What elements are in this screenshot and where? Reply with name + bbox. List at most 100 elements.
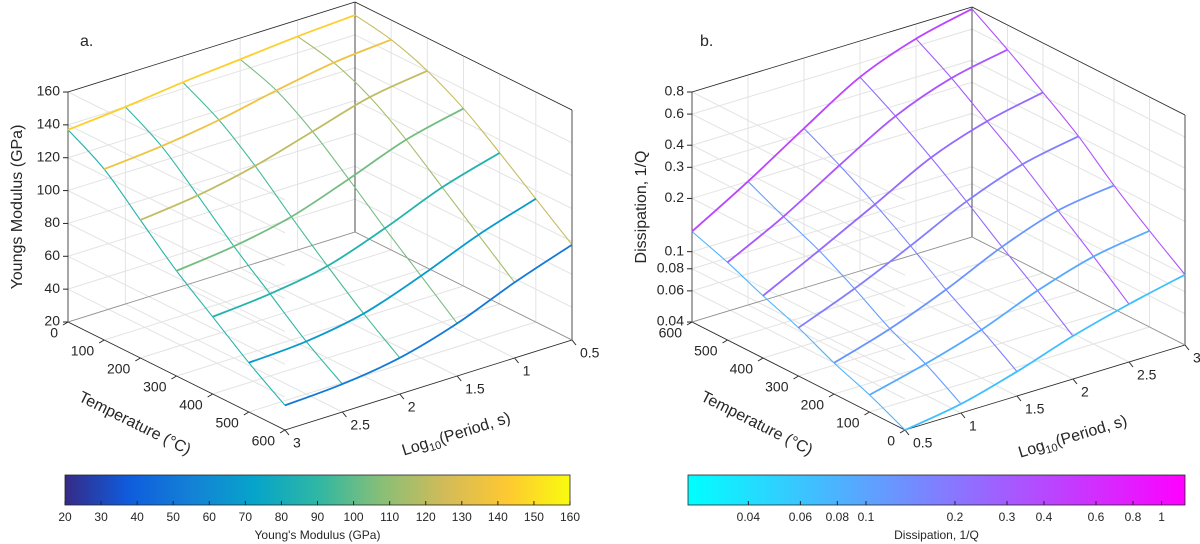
temperature-grid-line — [762, 43, 1044, 359]
period-tick-label: 1 — [969, 418, 977, 434]
temperature-curve — [726, 48, 1008, 264]
temperature-tick-label: 300 — [143, 379, 167, 395]
z-tick-label: 0.3 — [665, 158, 685, 174]
temperature-tick-label: 200 — [107, 361, 131, 377]
axis-edge — [67, 231, 356, 323]
z-grid-line — [690, 28, 1186, 223]
period-tick — [571, 339, 577, 346]
axis-edge — [691, 6, 973, 93]
period-axis-label-sub: 10 — [1044, 442, 1059, 457]
period-axis-label-text: Log — [400, 435, 431, 459]
period-tick-label: 3 — [1193, 350, 1200, 366]
z-tick-label: 0.6 — [665, 105, 685, 121]
period-axis-label-sub: 10 — [428, 439, 443, 454]
z-tick-label: 140 — [37, 116, 61, 132]
period-tick — [1016, 395, 1022, 402]
period-axis-label-rest: (Period, s) — [1054, 413, 1130, 451]
colorbar-tick-label: 0.04 — [737, 510, 761, 524]
temperature-grid-line — [798, 61, 1079, 377]
period-tick — [399, 393, 405, 400]
colorbar-tick-label: 80 — [275, 510, 289, 524]
temperature-tick — [243, 411, 250, 416]
period-tick-label: 2.5 — [350, 417, 370, 433]
temperature-curve — [176, 107, 464, 272]
period-tick-label: 1 — [523, 363, 531, 379]
colorbar-tick-label: 20 — [58, 510, 72, 524]
period-curve — [297, 35, 516, 283]
z-axis-label: Youngs Modulus (GPa) — [9, 125, 26, 290]
temperature-tick-label: 0 — [887, 433, 895, 449]
panel-label: a. — [80, 33, 93, 50]
z-tick-label: 0.04 — [657, 313, 684, 329]
colorbar-tick-label: 0.06 — [789, 510, 813, 524]
colorbar-tick-label: 0.8 — [1125, 510, 1142, 524]
temperature-tick — [828, 393, 835, 398]
temperature-tick — [793, 375, 799, 380]
period-tick — [1184, 344, 1190, 351]
colorbar-tick-label: 0.4 — [1036, 510, 1053, 524]
period-tick-label: 0.5 — [580, 345, 600, 361]
axis-edge — [354, 231, 573, 341]
period-tick-label: 0.5 — [913, 435, 933, 451]
colorbar-tick-label: 110 — [380, 510, 399, 524]
temperature-axis-label: Temperature (°C) — [76, 389, 194, 459]
colorbar-tick-label: 90 — [311, 510, 325, 524]
temperature-grid-line — [833, 79, 1115, 395]
period-axis-label: Log10(Period, s) — [400, 410, 513, 463]
z-grid-line — [690, 112, 1186, 307]
temperature-curve — [869, 230, 1150, 396]
temperature-tick-label: 200 — [801, 397, 825, 413]
temperature-tick-label: 400 — [730, 361, 754, 377]
period-curve — [67, 129, 286, 406]
colorbar-tick-label: 0.08 — [826, 510, 850, 524]
period-tick — [342, 411, 347, 418]
z-tick-label: 0.2 — [665, 189, 685, 205]
temperature-curve — [762, 91, 1044, 297]
z-tick-label: 100 — [37, 181, 61, 197]
period-axis-label-text: Log — [1017, 438, 1047, 462]
colorbar-tick-label: 60 — [203, 510, 217, 524]
colorbar-tick-label: 1 — [1158, 510, 1165, 524]
colorbar-tick-label: 0.6 — [1088, 510, 1105, 524]
temperature-tick-label: 100 — [71, 343, 95, 359]
colorbar-tick-label: 40 — [130, 510, 144, 524]
temperature-tick-label: 500 — [215, 415, 239, 431]
axis-edge — [971, 236, 1186, 346]
period-tick — [284, 429, 290, 436]
z-tick-label: 160 — [37, 83, 61, 99]
temperature-tick-label: 300 — [765, 379, 789, 395]
colorbar-tick-label: 150 — [524, 510, 544, 524]
temperature-tick — [62, 321, 69, 326]
temperature-curve — [833, 184, 1115, 364]
temperature-tick-label: 400 — [179, 397, 203, 413]
temperature-curve — [904, 273, 1186, 431]
temperature-tick — [757, 357, 764, 362]
z-grid-line — [690, 205, 1186, 400]
period-tick — [1128, 361, 1134, 368]
temperature-axis-label: Temperature (°C) — [698, 388, 815, 459]
axis-edge — [284, 339, 573, 431]
period-grid-line — [67, 92, 286, 431]
colorbar-tick-label: 0.3 — [999, 510, 1016, 524]
temperature-tick-label: 600 — [252, 433, 276, 449]
temperature-tick — [899, 429, 906, 434]
period-tick-label: 1.5 — [465, 381, 485, 397]
temperature-grid-line — [212, 74, 501, 395]
z-tick-label: 0.4 — [665, 136, 685, 152]
temperature-tick — [135, 357, 141, 362]
period-axis-label: Log10(Period, s) — [1017, 413, 1131, 465]
colorbar-tick-label: 160 — [560, 510, 580, 524]
period-tick — [1072, 378, 1078, 385]
temperature-tick — [686, 321, 693, 326]
colorbar-tick-label: 70 — [239, 510, 253, 524]
colorbar-tick-label: 130 — [452, 510, 472, 524]
axis-edge — [691, 236, 973, 323]
temperature-curve — [248, 198, 537, 364]
temperature-tick-label: 600 — [659, 325, 683, 341]
z-tick-label: 0.06 — [657, 282, 684, 298]
temperature-curve — [691, 8, 973, 233]
z-tick-label: 60 — [44, 247, 60, 263]
colorbar — [687, 474, 1186, 506]
period-grid-line — [803, 58, 1018, 397]
